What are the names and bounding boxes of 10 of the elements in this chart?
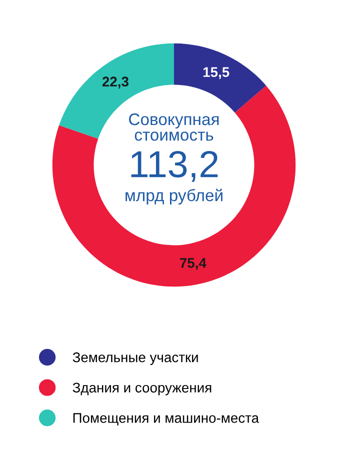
legend-label: Помещения и машино-места [73, 413, 260, 426]
text: Совокупная стоимость [129, 113, 219, 141]
donut-slice [174, 43, 266, 113]
legend-label: Здания и сооружения [72, 382, 212, 396]
data-label: 75,4 [180, 258, 206, 270]
data-label: 15,5 [203, 67, 230, 80]
text: млрд рублей [126, 188, 222, 205]
data-label: 22,3 [102, 76, 128, 89]
text: 113,2 [131, 150, 218, 182]
legend-label: Земельные участки [72, 352, 198, 366]
